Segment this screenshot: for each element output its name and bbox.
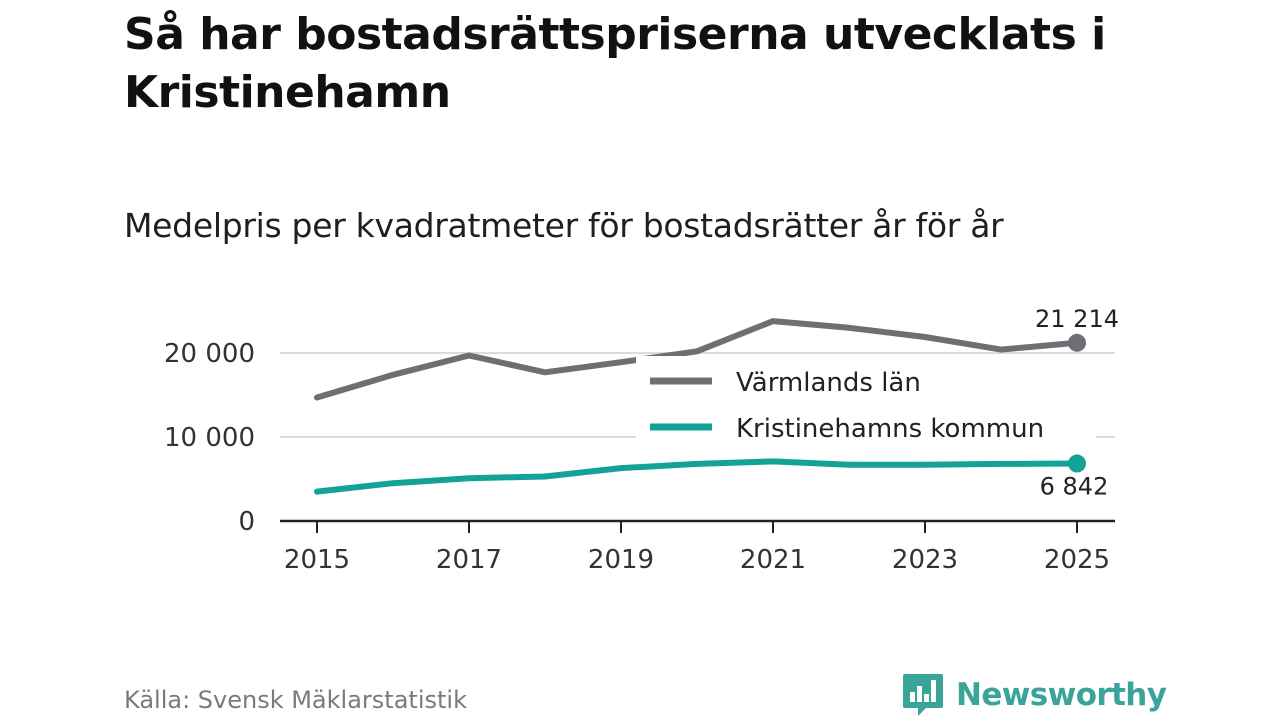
y-tick-label: 10 000	[164, 423, 255, 453]
newsworthy-logo-icon	[903, 674, 943, 716]
series-line-varmlands-lan	[314, 318, 1080, 401]
chart-title: Så har bostadsrättspriserna utvecklats i…	[124, 9, 1106, 118]
chart-subtitle: Medelpris per kvadratmeter för bostadsrä…	[124, 206, 1004, 245]
source-note: Källa: Svensk Mäklarstatistik	[124, 686, 467, 714]
x-tick-label: 2017	[436, 545, 502, 575]
end-value-label: 21 214	[1035, 305, 1119, 333]
x-tick-label: 2025	[1044, 545, 1110, 575]
x-tick-label: 2015	[284, 545, 350, 575]
x-tick-label: 2021	[740, 545, 806, 575]
y-axis-ticks: 0 10 000 20 000	[164, 339, 255, 537]
x-axis: 2015 2017 2019 2021 2023 2025	[280, 519, 1115, 575]
legend: Värmlands län Kristinehamns kommun	[636, 356, 1096, 446]
y-tick-label: 0	[238, 507, 255, 537]
end-value-label: 6 842	[1040, 473, 1109, 501]
x-tick-label: 2019	[588, 545, 654, 575]
legend-label: Kristinehamns kommun	[736, 414, 1044, 444]
x-tick-label: 2023	[892, 545, 958, 575]
legend-background	[636, 356, 1096, 446]
newsworthy-logo: Newsworthy	[902, 672, 1167, 718]
end-marker	[1068, 333, 1086, 352]
series-line-kristinehamns-kommun	[314, 458, 1080, 495]
y-tick-label: 20 000	[164, 339, 255, 369]
newsworthy-logo-text: Newsworthy	[956, 677, 1167, 713]
legend-label: Värmlands län	[736, 368, 921, 398]
end-marker	[1068, 454, 1086, 473]
end-labels: 21 214 6 842	[1035, 305, 1119, 501]
series	[314, 318, 1080, 495]
